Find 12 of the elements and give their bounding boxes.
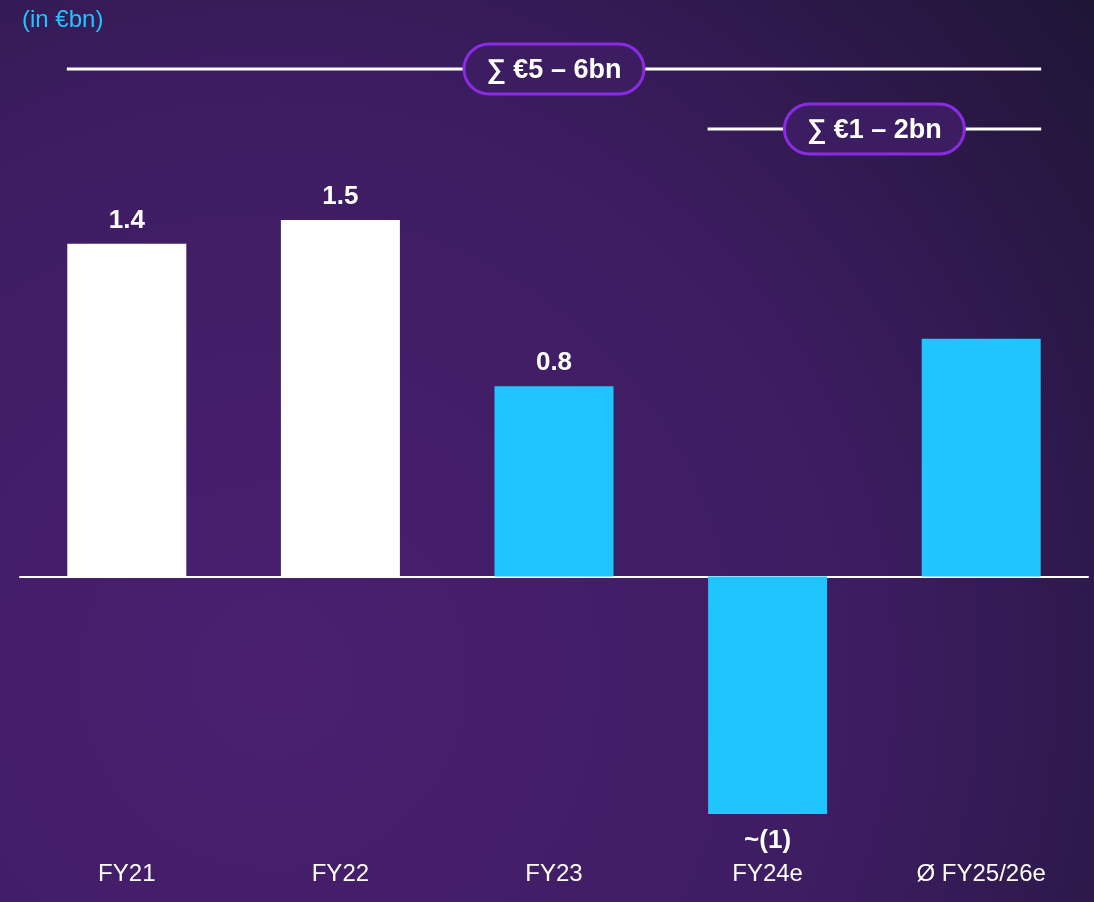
text: ∑ €5 – 6bn — [486, 54, 622, 84]
text: ∑ €1 – 2bn — [806, 114, 942, 144]
data-label: 1.5 — [322, 180, 359, 210]
x-tick-label: Ø FY25/26e — [916, 858, 1046, 886]
data-label: ~(1) — [744, 824, 792, 854]
data-label: 1.4 — [108, 203, 146, 234]
text: (in €bn) — [22, 4, 104, 32]
data-label: 0.8 — [535, 346, 573, 377]
x-tick-label: FY22 — [311, 858, 370, 886]
x-tick-label: FY23 — [525, 858, 583, 886]
x-tick-label: FY24e — [732, 858, 803, 886]
x-tick-label: FY21 — [98, 858, 156, 886]
